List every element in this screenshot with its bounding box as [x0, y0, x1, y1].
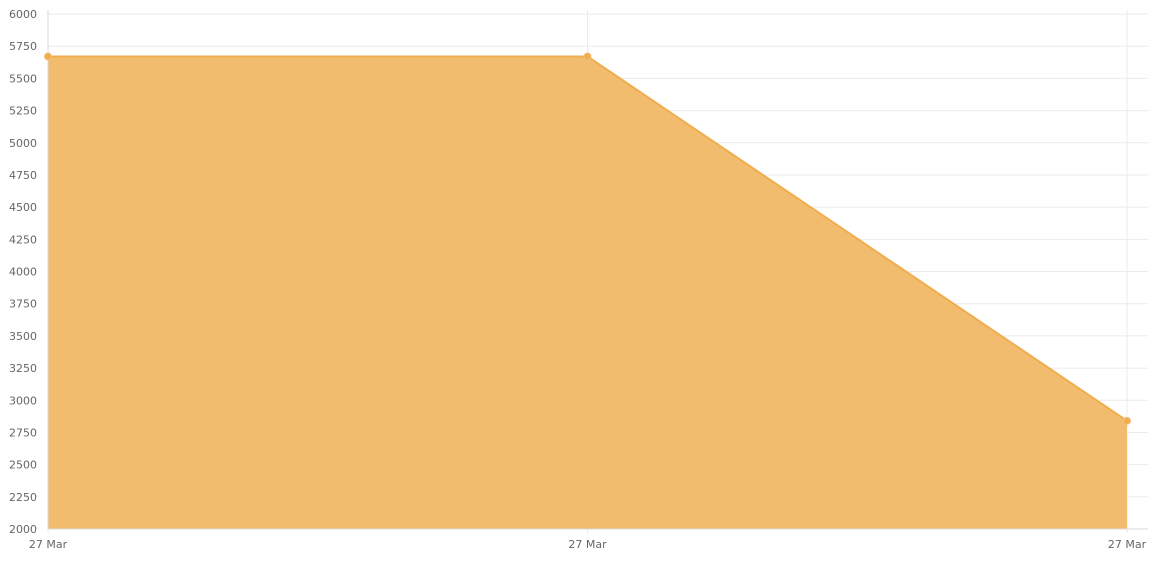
y-axis-ticks: 2000 2250 2500 2750 3000 3250 3500 3750 4000 4250…	[9, 8, 37, 536]
y-tick-label: 5250	[9, 105, 37, 118]
x-tick-label: 27 Mar	[1108, 538, 1147, 551]
series-area	[48, 56, 1127, 530]
y-tick-label: 4000	[9, 266, 37, 279]
y-tick-label: 2000	[9, 523, 37, 536]
y-tick-label: 4250	[9, 233, 37, 246]
y-tick-label: 3250	[9, 362, 37, 375]
y-tick-label: 2500	[9, 459, 37, 472]
y-tick-label: 2250	[9, 491, 37, 504]
area-layer	[48, 55, 1128, 530]
axes	[47, 10, 1148, 530]
y-tick-label: 3750	[9, 298, 37, 311]
y-tick-label: 4750	[9, 169, 37, 182]
data-point[interactable]	[583, 52, 592, 61]
x-axis-ticks: 27 Mar 27 Mar 27 Mar	[29, 538, 1147, 551]
x-tick-label: 27 Mar	[29, 538, 68, 551]
y-tick-label: 5000	[9, 137, 37, 150]
y-tick-label: 5750	[9, 40, 37, 53]
y-tick-label: 3500	[9, 330, 37, 343]
y-tick-label: 5500	[9, 72, 37, 85]
y-tick-label: 4500	[9, 201, 37, 214]
y-tick-label: 2750	[9, 426, 37, 439]
y-tick-label: 6000	[9, 8, 37, 21]
y-tick-label: 3000	[9, 394, 37, 407]
data-points	[44, 52, 1131, 425]
data-point[interactable]	[44, 52, 52, 61]
x-tick-label: 27 Mar	[568, 538, 607, 551]
data-point[interactable]	[1123, 416, 1131, 425]
